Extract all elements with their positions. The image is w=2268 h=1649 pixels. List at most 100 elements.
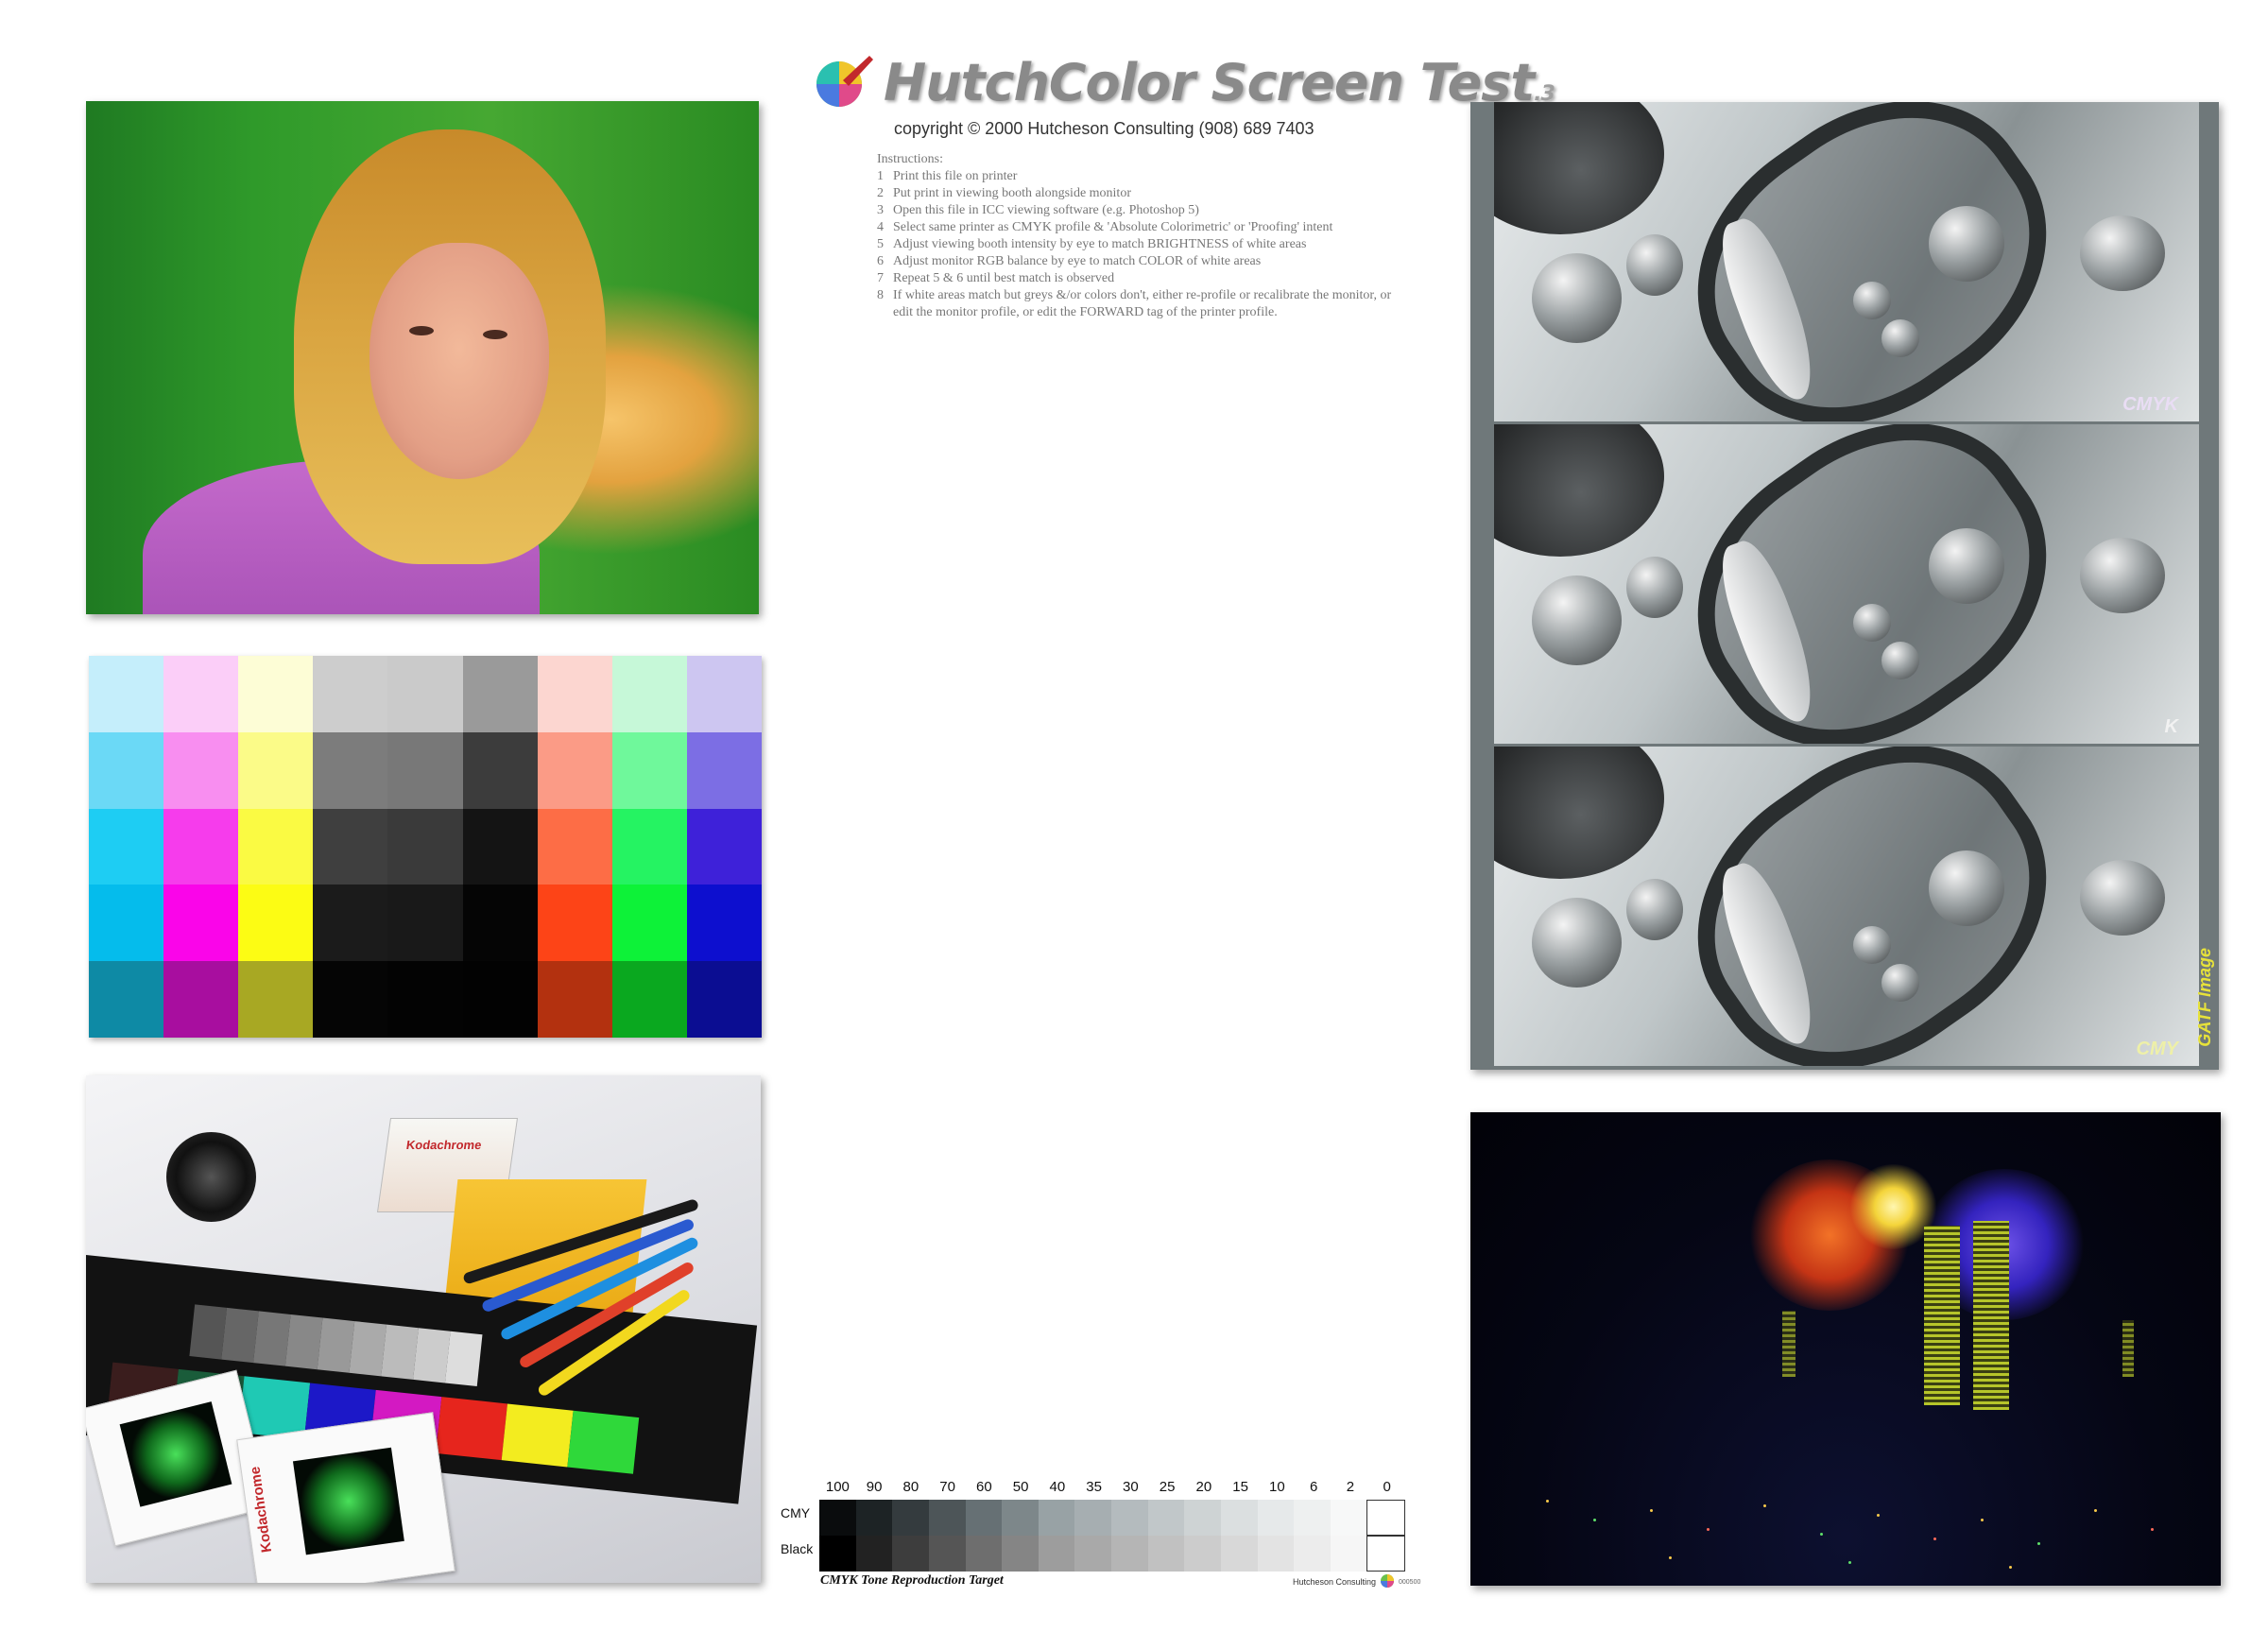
tone-cell — [1257, 1536, 1295, 1572]
color-patch — [89, 656, 164, 732]
color-patch — [89, 885, 164, 962]
tone-step-label: 25 — [1159, 1479, 1176, 1495]
city-light — [2037, 1542, 2040, 1545]
strip-patch — [501, 1403, 574, 1468]
color-patch — [313, 885, 388, 962]
starfruit — [2080, 538, 2165, 613]
instruction-item: 8 If white areas match but greys &/or col… — [877, 287, 1406, 321]
basket — [1643, 747, 2101, 1066]
cmyk-tone-reproduction-target: 100 90 80 70 60 50 40 35 30 25 20 15 10 6 2 0 CMY Black… — [775, 1479, 1436, 1602]
tone-cell — [1366, 1536, 1405, 1572]
fruit-bowl — [1494, 424, 1664, 557]
slide-image — [119, 1401, 232, 1507]
instruction-item: 2 Put print in viewing booth alongside mo… — [877, 185, 1406, 202]
page-title-main: HutchColor Screen Test — [884, 53, 1535, 112]
hutchcolor-small-logo-icon — [1381, 1574, 1394, 1588]
tone-step-label: 35 — [1086, 1479, 1102, 1495]
color-patch — [537, 731, 612, 809]
gold-firework-burst — [1848, 1164, 1938, 1249]
color-patch — [686, 808, 762, 885]
tone-cell — [1220, 1536, 1258, 1572]
orange — [1929, 850, 2004, 926]
tone-cell — [1330, 1500, 1367, 1536]
grape — [1853, 604, 1891, 642]
fruit-strip-k: K — [1494, 424, 2199, 744]
portrait-face — [369, 243, 549, 479]
fruit-bowl — [1494, 102, 1664, 234]
city-light — [1877, 1514, 1880, 1517]
city-light — [1546, 1500, 1549, 1503]
skyscraper-tower — [1973, 1221, 2009, 1410]
hutchcolor-logo-icon — [816, 56, 873, 107]
city-light — [1848, 1561, 1851, 1564]
loupe-icon — [166, 1132, 256, 1222]
color-patch — [163, 731, 239, 809]
tone-cell — [1147, 1500, 1185, 1536]
color-patch — [462, 656, 538, 732]
instruction-text: If white areas match but greys &/or colo… — [893, 288, 1392, 319]
tone-step-label: 40 — [1049, 1479, 1066, 1495]
starfruit — [2080, 215, 2165, 291]
strip-step — [253, 1311, 291, 1366]
fruit-bowl — [1494, 747, 1664, 879]
plum — [1626, 879, 1683, 940]
color-patch-chart — [89, 656, 762, 1038]
tone-step-label: 2 — [1346, 1479, 1355, 1495]
tone-cell — [1184, 1500, 1221, 1536]
tone-cell — [1111, 1536, 1148, 1572]
skyscraper-small — [2122, 1320, 2134, 1377]
color-patch — [462, 961, 538, 1038]
tone-cell — [1220, 1500, 1258, 1536]
city-light — [1981, 1519, 1984, 1521]
strip-step — [317, 1317, 355, 1373]
grape — [1853, 282, 1891, 319]
instruction-number: 6 — [877, 254, 884, 268]
portrait-eye-right — [483, 330, 507, 339]
color-patch — [313, 961, 388, 1038]
strip-label-cmyk: CMYK — [2122, 394, 2178, 415]
grape — [1881, 319, 1919, 357]
instruction-number: 4 — [877, 220, 884, 234]
apple — [1532, 575, 1622, 665]
tone-cell — [1038, 1536, 1075, 1572]
color-patch — [537, 808, 612, 885]
color-patch — [163, 885, 239, 962]
tone-target-credit: Hutcheson Consulting — [1293, 1577, 1377, 1587]
tone-step-labels: 100 90 80 70 60 50 40 35 30 25 20 15 10 6 2 0 — [819, 1479, 1405, 1496]
instruction-item: 7 Repeat 5 & 6 until best match is observ… — [877, 270, 1406, 287]
city-light — [1763, 1504, 1766, 1507]
instruction-number: 8 — [877, 288, 884, 302]
slide-mount-label: Kodachrome — [247, 1465, 276, 1554]
color-patch — [387, 731, 463, 809]
strip-step — [349, 1321, 387, 1377]
color-patch — [313, 656, 388, 732]
tone-cell — [1038, 1500, 1075, 1536]
tone-step-label: 90 — [866, 1479, 883, 1495]
tone-cell — [1002, 1536, 1039, 1572]
instructions-heading: Instructions: — [877, 152, 943, 166]
instruction-text: Adjust viewing booth intensity by eye to… — [893, 237, 1307, 251]
tone-cell — [892, 1500, 929, 1536]
tone-cell — [855, 1500, 893, 1536]
grape — [1881, 642, 1919, 679]
fruit-strip-cmyk: CMYK — [1494, 102, 2199, 421]
tone-cell — [819, 1500, 856, 1536]
basket — [1643, 424, 2101, 744]
instruction-item: 6 Adjust monitor RGB balance by eye to ma… — [877, 253, 1406, 270]
city-light — [1707, 1528, 1710, 1531]
tone-cell — [892, 1536, 929, 1572]
instruction-number: 5 — [877, 237, 884, 251]
instruction-text: Adjust monitor RGB balance by eye to mat… — [893, 254, 1262, 268]
color-patch — [238, 961, 314, 1038]
color-patch — [537, 885, 612, 962]
cmy-row-label: CMY — [781, 1505, 811, 1520]
tone-target-code: 000500 — [1399, 1579, 1421, 1586]
color-patch — [89, 961, 164, 1038]
strip-label-k: K — [2164, 716, 2178, 737]
tone-cell — [1184, 1536, 1221, 1572]
city-light — [2009, 1566, 2012, 1569]
tone-step-label: 80 — [902, 1479, 919, 1495]
fireworks-skyline-photo — [1470, 1112, 2221, 1586]
tone-step-label: 70 — [939, 1479, 955, 1495]
copyright-text: copyright © 2000 Hutcheson Consulting (9… — [894, 119, 1314, 138]
